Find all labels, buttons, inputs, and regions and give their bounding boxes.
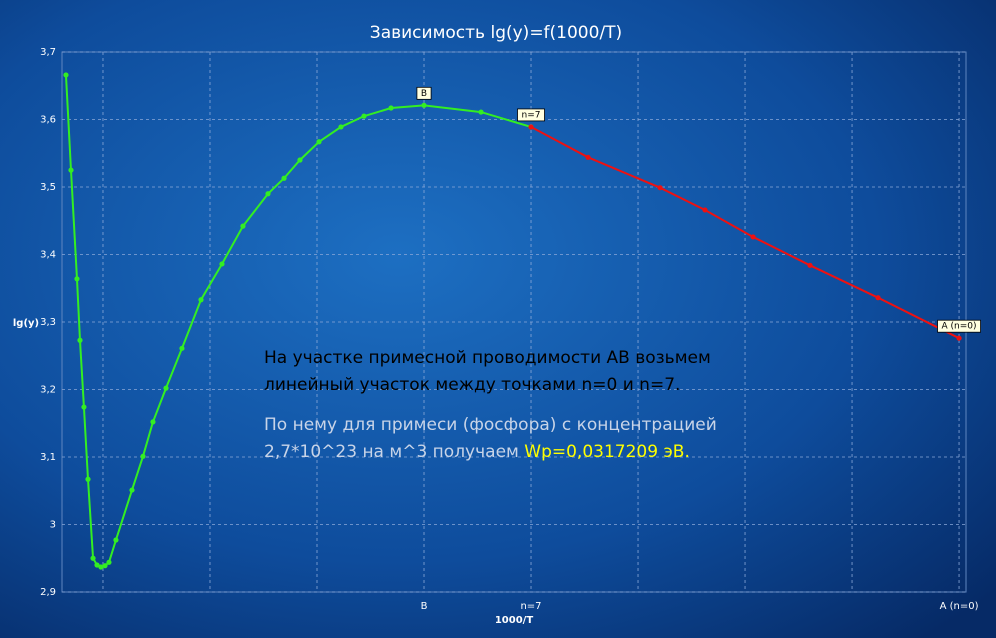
- data-point: [163, 385, 169, 391]
- data-point: [77, 337, 83, 343]
- y-tick-label: 3,3: [40, 317, 56, 328]
- data-point: [74, 276, 80, 282]
- data-point: [81, 404, 87, 410]
- data-point: [585, 154, 591, 160]
- data-point: [361, 113, 367, 119]
- point-label: [937, 319, 981, 333]
- data-point: [150, 419, 156, 425]
- series-line: [530, 126, 960, 340]
- point-label: [416, 86, 432, 100]
- chart-title: Зависимость lg(y)=f(1000/T): [370, 23, 622, 43]
- point-label-text: n=7: [522, 110, 541, 120]
- data-point: [113, 537, 119, 543]
- data-point: [94, 562, 100, 568]
- data-point: [219, 261, 225, 267]
- data-point: [102, 563, 108, 569]
- data-point: [750, 234, 756, 240]
- annotation: По нему для примеси (фосфора) с концентр…: [264, 415, 717, 435]
- data-point: [388, 105, 394, 111]
- data-point: [179, 345, 185, 351]
- y-tick-label: 3,2: [40, 385, 56, 396]
- data-point: [421, 102, 427, 108]
- y-tick-label: 3,6: [40, 115, 56, 126]
- y-tick-label: 3,4: [40, 250, 56, 261]
- y-tick-label: 2,9: [40, 587, 56, 598]
- data-point: [140, 453, 146, 459]
- point-label-box: [937, 319, 981, 333]
- data-point: [240, 223, 246, 229]
- data-point: [198, 297, 204, 303]
- point-label: [517, 108, 545, 122]
- data-point: [338, 124, 344, 130]
- y-tick-label: 3: [50, 520, 56, 531]
- data-point: [316, 139, 322, 145]
- x-tick-label: A (n=0): [940, 601, 979, 612]
- annotation: На участке примесной проводимости АВ воз…: [264, 348, 711, 368]
- annotation-text: 2,7*10^23 на м^3 получаем: [264, 442, 524, 462]
- data-point: [528, 124, 534, 130]
- data-point: [478, 109, 484, 115]
- annotation-text: линейный участок между точками n=0 и n=7…: [264, 375, 680, 395]
- point-label-box: [416, 86, 432, 100]
- point-label-box: [517, 108, 545, 122]
- y-axis-label: lg(y): [13, 318, 39, 329]
- data-point: [297, 157, 303, 163]
- data-point: [90, 555, 96, 561]
- data-point: [129, 487, 135, 493]
- data-point: [281, 175, 287, 181]
- point-label-text: A (n=0): [942, 322, 977, 332]
- data-point: [702, 207, 708, 213]
- annotation-text: По нему для примеси (фосфора) с концентр…: [264, 415, 717, 435]
- data-point: [98, 564, 104, 570]
- data-point: [875, 295, 881, 301]
- data-point: [807, 262, 813, 268]
- data-point: [85, 476, 91, 482]
- x-tick-label: n=7: [520, 601, 541, 612]
- y-tick-label: 3,5: [40, 182, 56, 193]
- data-point: [68, 167, 74, 173]
- annotation: 2,7*10^23 на м^3 получаем Wp=0,0317209 э…: [264, 442, 690, 462]
- data-point: [106, 559, 112, 565]
- data-point: [956, 335, 962, 341]
- series-line: [64, 74, 532, 569]
- data-point: [657, 185, 663, 191]
- data-point: [63, 72, 69, 78]
- y-tick-label: 3,1: [40, 452, 56, 463]
- point-label-text: B: [421, 89, 427, 99]
- x-axis-label: 1000/T: [495, 615, 533, 626]
- annotation-highlight: Wp=0,0317209 эВ.: [524, 442, 690, 462]
- x-tick-label: B: [421, 601, 428, 612]
- annotation: линейный участок между точками n=0 и n=7…: [264, 375, 680, 395]
- y-tick-label: 3,7: [40, 47, 56, 58]
- data-point: [265, 191, 271, 197]
- annotation-text: На участке примесной проводимости АВ воз…: [264, 348, 711, 368]
